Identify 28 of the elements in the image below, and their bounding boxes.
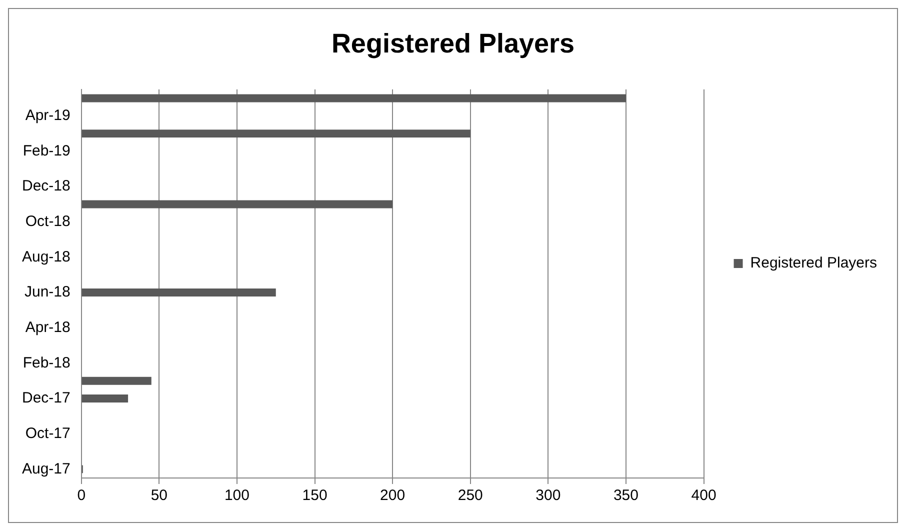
x-tick-label: 0 (77, 487, 86, 504)
x-tick-label: 200 (380, 487, 406, 504)
y-tick-label: Jun-18 (24, 284, 70, 301)
legend-label: Registered Players (750, 254, 878, 272)
y-tick-label: Apr-19 (25, 107, 70, 124)
y-tick-label: Feb-19 (22, 142, 70, 160)
y-tick-label: Dec-17 (22, 390, 70, 407)
y-tick-label: Oct-18 (25, 213, 70, 230)
y-tick-label: Aug-18 (22, 248, 70, 266)
y-tick-label: Feb-18 (22, 354, 70, 372)
x-tick-label: 50 (150, 487, 168, 504)
bar (82, 200, 393, 208)
chart-title: Registered Players (331, 28, 575, 59)
bar (82, 130, 470, 138)
bar (82, 376, 152, 385)
x-tick-label: 150 (302, 487, 328, 504)
x-tick-label: 300 (536, 487, 561, 504)
bar (82, 394, 128, 402)
y-tick-label: Apr-18 (25, 319, 70, 336)
bar (82, 94, 626, 102)
x-tick-label: 400 (691, 487, 716, 504)
y-tick-label: Dec-18 (22, 178, 70, 195)
y-tick-label: Aug-17 (22, 460, 70, 478)
bar (82, 288, 276, 297)
x-tick-label: 100 (224, 487, 250, 504)
x-tick-label: 350 (613, 487, 638, 504)
x-tick-label: 250 (458, 487, 483, 504)
y-tick-label: Oct-17 (25, 424, 70, 442)
